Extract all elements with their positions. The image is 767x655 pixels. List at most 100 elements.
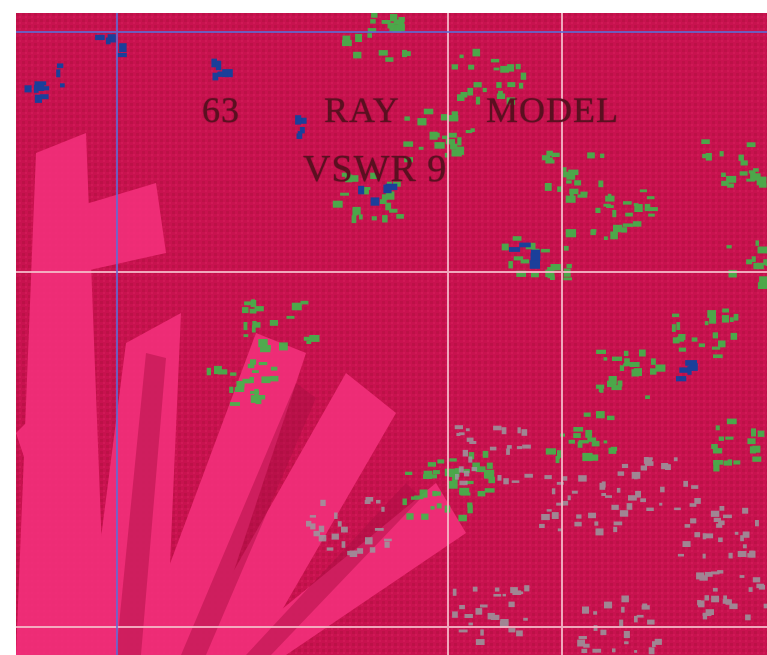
green-patch xyxy=(345,174,353,183)
gray-patch xyxy=(594,521,599,526)
green-patch xyxy=(242,307,249,314)
gray-patch xyxy=(522,444,531,449)
green-patch xyxy=(234,387,245,392)
green-patch xyxy=(603,236,608,240)
gray-patch xyxy=(745,614,751,621)
gray-patch xyxy=(619,619,624,627)
green-patch xyxy=(672,313,680,318)
green-patch xyxy=(279,342,288,351)
green-patch xyxy=(444,152,449,158)
green-patch xyxy=(389,28,397,32)
green-patch xyxy=(715,425,720,431)
green-patch xyxy=(258,339,268,348)
green-patch xyxy=(459,487,470,495)
gray-patch xyxy=(705,609,714,615)
green-patch xyxy=(603,440,608,444)
green-patch xyxy=(382,215,388,223)
green-patch xyxy=(563,277,572,281)
green-patch xyxy=(419,489,428,498)
green-patch xyxy=(421,513,429,520)
green-patch xyxy=(451,111,458,116)
green-patch xyxy=(379,199,387,204)
gray-patch xyxy=(475,608,483,615)
gray-patch xyxy=(320,499,326,506)
gray-patch xyxy=(357,548,364,554)
gray-patch xyxy=(581,648,588,653)
green-patch xyxy=(270,375,279,382)
green-patch xyxy=(515,63,521,70)
green-patch xyxy=(747,438,756,445)
green-patch xyxy=(623,350,629,356)
color-map-canvas xyxy=(16,13,767,655)
gray-patch xyxy=(621,606,625,613)
green-patch xyxy=(713,460,724,465)
gray-patch xyxy=(706,533,714,539)
green-patch xyxy=(218,369,228,375)
gray-patch xyxy=(480,629,484,636)
green-patch xyxy=(722,308,729,313)
green-patch xyxy=(578,440,589,444)
gray-patch xyxy=(501,427,507,435)
gray-patch xyxy=(459,480,468,486)
gray-patch xyxy=(702,612,708,620)
green-patch xyxy=(250,395,261,403)
green-patch xyxy=(457,94,465,101)
green-patch xyxy=(574,180,582,186)
green-patch xyxy=(577,441,583,448)
gray-patch xyxy=(631,471,641,479)
gray-patch xyxy=(691,485,699,489)
green-patch xyxy=(500,65,510,73)
green-patch xyxy=(678,347,687,352)
green-patch xyxy=(759,276,767,284)
green-patch xyxy=(242,378,251,384)
green-patch xyxy=(577,194,588,198)
green-patch xyxy=(751,428,756,437)
green-patch xyxy=(726,418,737,425)
green-patch xyxy=(623,201,632,205)
green-patch xyxy=(612,356,622,361)
green-patch xyxy=(482,450,489,458)
green-patch xyxy=(573,433,581,438)
gray-patch xyxy=(347,550,352,556)
label-vswr: VSWR 9 xyxy=(303,148,448,190)
gray-patch xyxy=(595,528,604,536)
gray-patch xyxy=(712,587,718,592)
gray-patch xyxy=(341,526,348,533)
green-patch xyxy=(610,231,618,240)
gray-patch xyxy=(725,599,732,605)
green-patch xyxy=(753,262,764,270)
green-patch xyxy=(746,142,756,148)
green-patch xyxy=(406,513,414,520)
gray-patch xyxy=(544,475,552,480)
green-patch xyxy=(508,261,513,269)
gray-patch xyxy=(718,520,725,526)
gray-patch xyxy=(578,636,587,640)
green-patch xyxy=(370,19,376,24)
gray-patch xyxy=(516,630,523,637)
gray-patch xyxy=(682,541,691,547)
green-patch xyxy=(632,221,642,227)
gray-patch xyxy=(749,550,755,558)
green-patch xyxy=(733,313,739,321)
green-patch xyxy=(603,203,611,207)
gray-patch xyxy=(763,603,767,609)
green-patch xyxy=(360,187,371,190)
gray-patch xyxy=(704,595,709,601)
gray-patch xyxy=(742,531,750,538)
green-patch xyxy=(676,322,681,330)
green-patch xyxy=(757,246,767,254)
green-patch xyxy=(404,116,410,121)
green-patch xyxy=(392,25,402,33)
green-patch xyxy=(440,114,448,121)
gray-patch xyxy=(737,551,747,557)
green-patch xyxy=(565,195,576,203)
green-patch xyxy=(459,54,464,59)
green-patch xyxy=(381,20,391,24)
green-patch xyxy=(385,191,395,200)
gray-patch xyxy=(376,499,381,504)
gray-patch xyxy=(713,517,721,522)
green-patch xyxy=(713,354,723,359)
green-patch xyxy=(520,259,530,264)
green-patch xyxy=(651,358,656,365)
green-patch xyxy=(385,57,394,62)
